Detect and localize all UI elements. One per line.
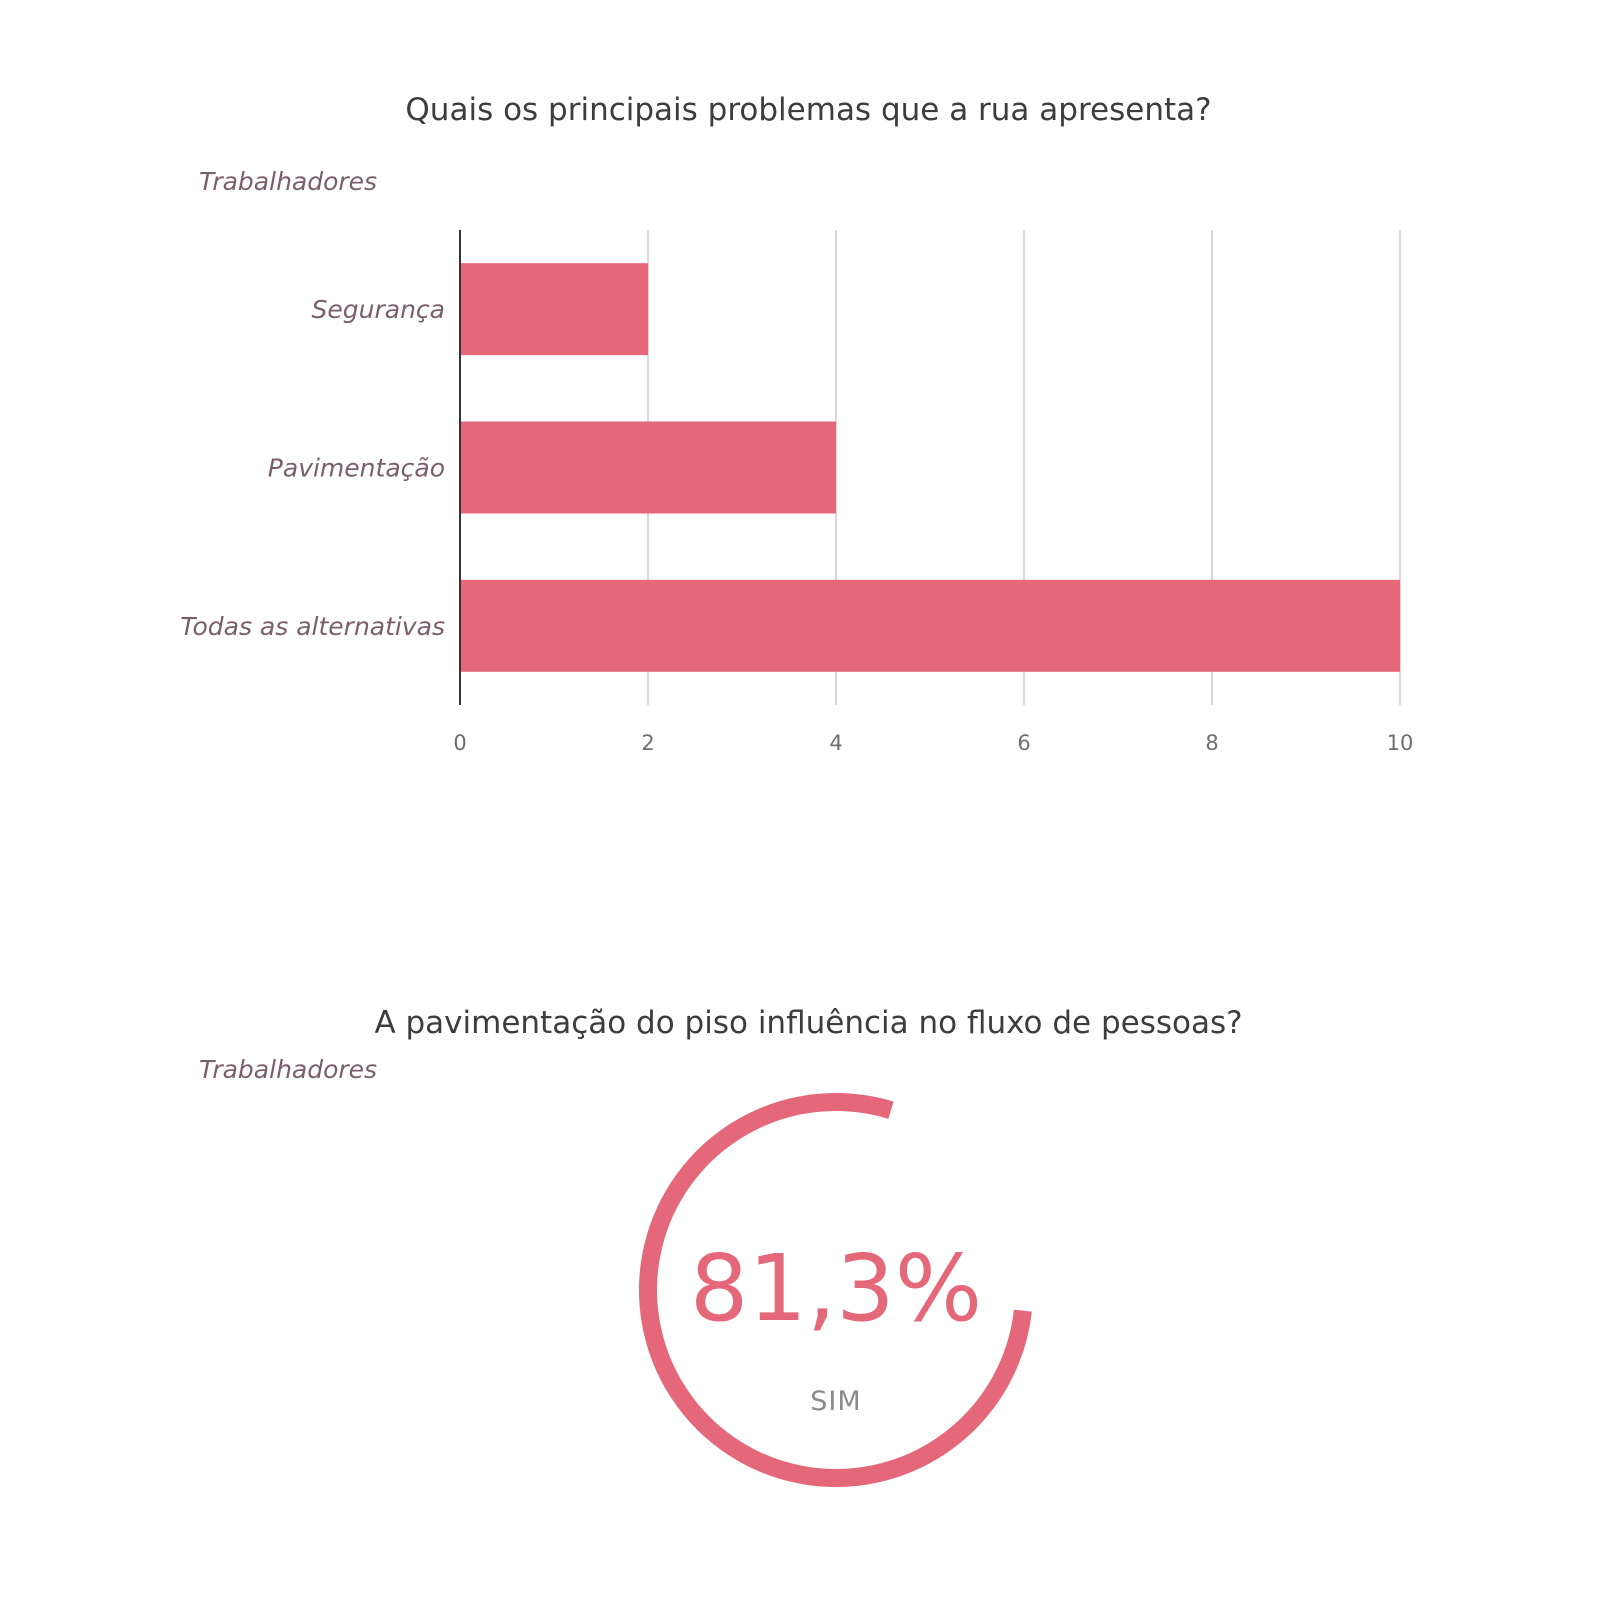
gauge-value: 81,3% — [690, 1235, 982, 1342]
gauge-arc — [639, 1093, 1032, 1487]
bar-chart: Segurança Pavimentação Todas as alternativ… — [180, 230, 1413, 755]
bar-chart-tick-labels: 0 2 4 6 8 10 — [453, 731, 1413, 755]
bar — [460, 263, 648, 356]
bar — [460, 579, 1400, 672]
x-tick-label: 2 — [641, 731, 654, 755]
bar-chart-subtitle: Trabalhadores — [199, 167, 378, 196]
x-tick-label: 4 — [829, 731, 842, 755]
bar — [460, 421, 836, 514]
gauge-chart-subtitle: Trabalhadores — [199, 1055, 378, 1084]
category-label: Pavimentação — [268, 454, 445, 483]
gauge-chart-title: A pavimentação do piso influência no flu… — [374, 1005, 1243, 1041]
gauge-chart: 81,3% SIM — [639, 1093, 1032, 1487]
x-tick-label: 10 — [1387, 731, 1414, 755]
category-label: Segurança — [312, 295, 445, 324]
bar-chart-bars — [460, 263, 1400, 672]
bar-chart-title: Quais os principais problemas que a rua … — [405, 92, 1212, 128]
x-tick-label: 6 — [1017, 731, 1030, 755]
x-tick-label: 8 — [1205, 731, 1218, 755]
gauge-label: SIM — [810, 1386, 861, 1417]
bar-chart-category-labels: Segurança Pavimentação Todas as alternativ… — [180, 295, 445, 641]
category-label: Todas as alternativas — [180, 612, 445, 641]
x-tick-label: 0 — [453, 731, 466, 755]
